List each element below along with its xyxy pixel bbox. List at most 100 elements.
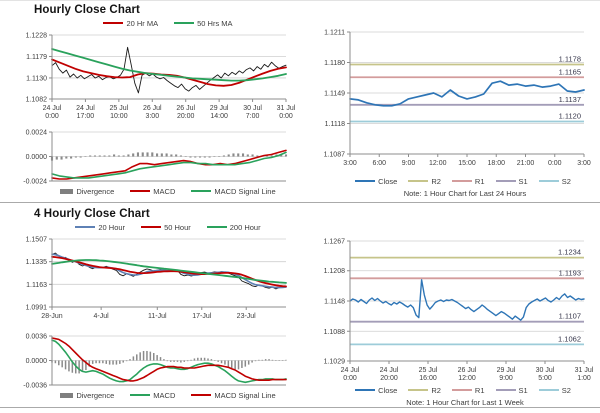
x-tick-label: 31 Jul [575,367,594,374]
divergence-bar [163,359,165,361]
divergence-bar [281,360,284,361]
legend-label: R2 [431,385,441,395]
legend-label: Divergence [76,186,115,196]
panel-pivot-1week: 1.1234 1.1193 1.1107 1.1062 1.1267 1.1208 1.11… [300,205,600,408]
legend-label: MACD Signal Line [214,390,276,400]
x-tick-label: 29 Jul [210,105,229,112]
divergence-bar [105,360,108,364]
legend-item-macd-signal-line: MACD Signal Line [191,187,276,196]
divergence-bar [151,152,154,157]
series-macd-signal-line [51,337,287,382]
x-tick-label: 30 Jul [536,367,555,374]
legend-label: S2 [561,385,571,395]
y-tick-label: 1.1087 [324,152,346,159]
x-tick-label: 20:00 [380,375,398,382]
hourly-ma-legend: 20 Hr MA 50 Hrs MA [44,17,292,29]
divergence-bar [156,355,158,361]
x-tick-label: 15:00 [458,160,476,167]
divergence-bar [136,354,138,361]
legend-item-r1: R1 [451,177,485,186]
chart-svg-hourly-macd: 0.0024 0.0000 -0.0024 [23,130,288,186]
x-tick-label: 0:00 [343,375,357,382]
x-tick-label: 17:00 [77,113,95,120]
y-tick-label: 1.1228 [26,33,48,40]
divergence-bar [207,358,209,361]
divergence-bar [237,153,240,157]
line-swatch-icon [495,180,516,182]
legend-item-divergence: Divergence [60,391,114,400]
y-tick-label: 0.0036 [26,334,48,341]
divergence-bar [256,155,259,157]
x-tick-label: 28-Jun [41,313,63,320]
line-swatch-icon [141,226,162,228]
divergence-bar [183,360,186,362]
legend-label: R1 [474,385,485,395]
x-tick-label: 0:00 [45,113,59,120]
x-tick-label: 6:00 [372,160,386,167]
divergence-bar [193,358,196,361]
divergence-bar [200,357,202,361]
divergence-bar [251,360,253,363]
y-tick-label: 1.1267 [324,239,346,246]
hourly-price-chart: 1.1228 1.1179 1.1130 1.1082 24 Jul 0:00 24 Jul… [0,29,300,127]
divergence-bar [146,152,149,157]
x-tick-label: 23-Jul [237,313,257,320]
legend-label: R2 [431,176,441,186]
divergence-bar [55,156,58,160]
line-swatch-icon [174,22,195,24]
x-tick-label: 26 Jul [458,367,477,374]
legend-item-50-hour: 50 Hour [141,223,191,232]
series-50-hrs-ma [51,48,287,82]
divergence-bar [160,153,163,157]
x-tick-label: 17-Jul [192,313,212,320]
divergence-bar [186,360,189,362]
legend-item-macd: MACD [130,391,175,400]
y-tick-label: 1.1507 [26,237,48,244]
divergence-bar [190,359,192,361]
line-swatch-icon [75,226,96,228]
x-tick-label: 0:00 [548,160,562,167]
y-tick-label: 1.1179 [26,54,47,61]
legend-item-macd-signal-line: MACD Signal Line [191,390,276,400]
divergence-bar [61,360,63,368]
divergence-bar [194,156,197,158]
4hourly-ma-legend: 20 Hour 50 Hour 200 Hour [44,221,292,233]
divergence-bar [79,156,82,158]
line-swatch-icon [451,389,472,391]
divergence-bar [70,156,73,159]
divergence-bar [241,360,243,368]
pivot-label-S2: 1.1062 [558,334,581,343]
divergence-bar [132,356,135,361]
divergence-bar [258,359,260,361]
divergence-bar [280,154,283,157]
y-tick-label: 1.1088 [324,329,346,336]
y-tick-label: -0.0024 [23,179,47,186]
divergence-bar [234,360,236,370]
divergence-bar [232,153,235,157]
divergence-bar [58,360,60,366]
divergence-bar [60,156,63,160]
y-tick-label: 0.0000 [26,358,48,365]
divergence-bar [139,352,141,361]
y-tick-label: 0.0024 [26,130,48,137]
x-tick-label: 11-Jul [148,313,167,320]
chart-svg-pivot-1week: 1.1234 1.1193 1.1107 1.1062 1.1267 1.1208 1.11… [324,239,594,383]
legend-label: 200 Hour [229,222,261,232]
divergence-bar [78,360,80,374]
divergence-bar [214,360,216,361]
legend-item-divergence: Divergence [60,187,114,196]
divergence-bar [284,154,288,157]
legend-item-macd: MACD [130,187,175,196]
y-tick-label: -0.0036 [23,383,47,390]
divergence-bar [136,152,140,157]
line-swatch-icon [355,180,376,182]
divergence-bar [65,156,68,159]
divergence-bar [132,153,135,157]
x-tick-label: 21:00 [517,160,535,167]
divergence-bar [102,360,104,364]
x-tick-label: 10:00 [110,113,128,120]
y-tick-label: 1.1211 [324,30,345,37]
y-tick-label: 1.1149 [324,91,345,98]
